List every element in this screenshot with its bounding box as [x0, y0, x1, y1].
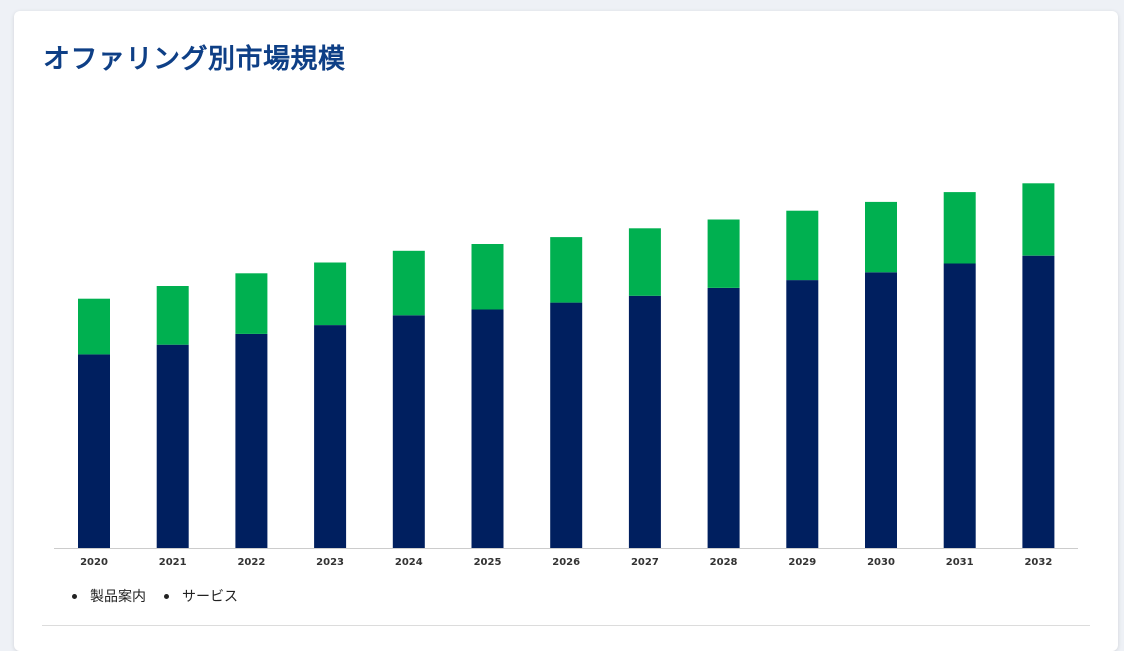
bar-service-2020[interactable]	[78, 298, 110, 355]
legend-item-product[interactable]: 製品案内	[72, 586, 146, 606]
bar-service-2024[interactable]	[392, 250, 425, 316]
legend-label-product: 製品案内	[90, 589, 146, 605]
bar-product-2029[interactable]	[786, 280, 819, 548]
legend-item-service[interactable]: サービス	[164, 586, 238, 606]
x-tick-label: 2028	[710, 557, 738, 568]
x-tick-label: 2025	[474, 557, 502, 568]
x-tick-label: 2022	[237, 557, 265, 568]
bar-product-2031[interactable]	[943, 263, 976, 549]
bar-product-2024[interactable]	[392, 315, 425, 548]
bar-service-2027[interactable]	[628, 228, 661, 296]
x-tick-label: 2020	[80, 557, 108, 568]
bar-service-2029[interactable]	[786, 210, 819, 281]
chart-title: オファリング別市場規模	[43, 44, 346, 75]
x-tick-label: 2027	[631, 557, 659, 568]
bar-service-2030[interactable]	[865, 201, 897, 273]
x-tick-label: 2030	[867, 557, 895, 568]
bar-service-2028[interactable]	[707, 219, 740, 288]
bar-service-2031[interactable]	[943, 192, 976, 264]
bar-product-2023[interactable]	[314, 325, 347, 548]
bar-service-2023[interactable]	[314, 262, 347, 326]
divider	[42, 625, 1090, 626]
x-tick-label: 2032	[1024, 557, 1052, 568]
chart-card: オファリング別市場規模 2020 2021 2022 2023 2024 2025 2026…	[14, 11, 1118, 651]
chart-legend: 製品案内 サービス	[72, 586, 238, 606]
x-tick-label: 2021	[159, 557, 187, 568]
bullet-icon	[164, 593, 169, 599]
bar-product-2026[interactable]	[550, 302, 583, 548]
bar-product-2022[interactable]	[235, 333, 268, 548]
bar-service-2032[interactable]	[1022, 183, 1055, 256]
x-tick-label: 2023	[316, 557, 344, 568]
bar-product-2021[interactable]	[156, 344, 189, 548]
x-tick-label: 2029	[788, 557, 816, 568]
bar-service-2021[interactable]	[156, 286, 189, 345]
bar-product-2020[interactable]	[78, 354, 110, 548]
x-tick-label: 2031	[946, 557, 974, 568]
bar-product-2030[interactable]	[865, 272, 897, 548]
bar-service-2022[interactable]	[235, 273, 268, 334]
bullet-icon	[72, 593, 77, 599]
bar-product-2028[interactable]	[707, 288, 740, 548]
stacked-bar-chart: 2020 2021 2022 2023 2024 2025 2026 2027 2028 2029…	[54, 183, 1078, 568]
bar-service-2025[interactable]	[471, 244, 504, 310]
legend-label-service: サービス	[182, 589, 238, 605]
bar-product-2025[interactable]	[471, 309, 504, 549]
bar-service-2026[interactable]	[550, 237, 583, 303]
bar-product-2032[interactable]	[1022, 255, 1055, 548]
bar-product-2027[interactable]	[628, 295, 661, 548]
x-tick-label: 2026	[552, 557, 580, 568]
x-tick-label: 2024	[395, 557, 423, 568]
